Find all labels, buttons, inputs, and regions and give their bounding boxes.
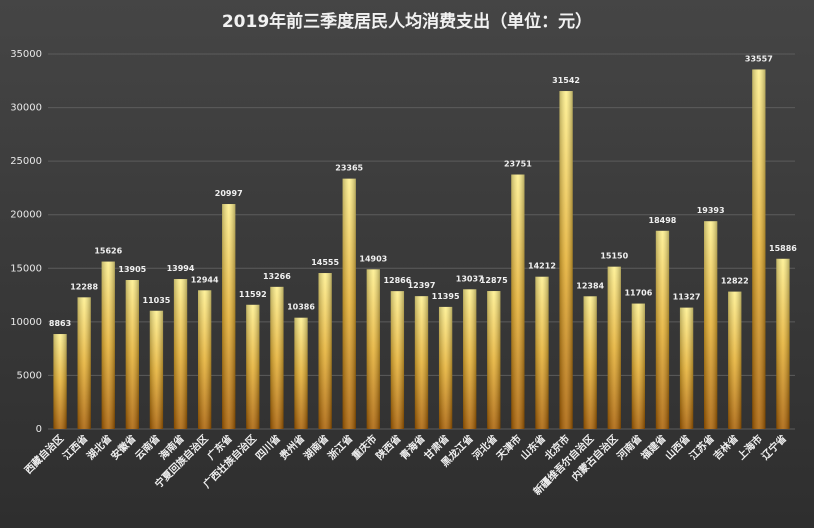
value-label: 12384 (576, 281, 604, 290)
bar-shade (198, 290, 212, 429)
bar-shade (222, 204, 236, 429)
value-label: 14903 (359, 254, 387, 263)
bar-shade (342, 178, 356, 429)
y-tick-label: 20000 (10, 210, 42, 221)
bar-shade (607, 266, 621, 429)
value-label: 15150 (600, 252, 628, 261)
value-label: 11327 (673, 293, 701, 302)
bar-shade (511, 174, 525, 429)
bar-shade (655, 230, 670, 429)
bar-shade (559, 91, 573, 430)
value-label: 14212 (528, 262, 556, 271)
bar-shade (776, 258, 790, 429)
value-label: 13994 (167, 264, 195, 273)
value-label: 31542 (552, 76, 580, 85)
y-tick-label: 30000 (10, 103, 42, 114)
value-label: 18498 (649, 216, 677, 225)
bar-shade (438, 306, 453, 429)
bar-shade (390, 291, 405, 429)
value-label: 12866 (383, 276, 411, 285)
value-label: 20997 (215, 189, 243, 198)
value-label: 23751 (504, 160, 532, 169)
y-tick-label: 35000 (10, 49, 42, 60)
value-label: 12288 (70, 282, 98, 291)
y-tick-label: 5000 (17, 370, 42, 381)
value-label: 12822 (721, 277, 749, 286)
value-label: 12875 (480, 276, 508, 285)
value-label: 23365 (335, 164, 363, 173)
value-label: 13037 (456, 274, 484, 283)
value-label: 8863 (49, 319, 71, 328)
bar-shade (704, 221, 718, 429)
value-label: 10386 (287, 303, 315, 312)
bar-shade (77, 297, 91, 429)
y-tick-label: 0 (36, 424, 42, 435)
value-label: 33557 (745, 54, 773, 63)
bar-shade (487, 291, 501, 429)
bar-shade (173, 279, 188, 429)
bar-shade (101, 261, 115, 429)
value-label: 14555 (311, 258, 339, 267)
bar-shade (752, 69, 766, 429)
value-label: 11706 (624, 289, 652, 298)
y-tick-label: 25000 (10, 156, 42, 167)
value-label: 11035 (143, 296, 171, 305)
chart-title: 2019年前三季度居民人均消费支出（单位：元） (222, 11, 592, 32)
value-label: 15626 (94, 247, 122, 256)
value-label: 11592 (239, 290, 267, 299)
y-tick-label: 10000 (10, 317, 42, 328)
value-label: 12944 (191, 275, 219, 284)
value-label: 13905 (118, 265, 146, 274)
value-label: 15886 (769, 244, 797, 253)
bar-shade (125, 280, 139, 429)
bar-shade (535, 276, 549, 429)
value-label: 12397 (408, 281, 436, 290)
bar-shade (583, 296, 597, 429)
bar-shade (414, 296, 429, 429)
bar-shade (463, 289, 477, 429)
bar-shade (366, 269, 380, 429)
bar-shade (149, 310, 164, 429)
bar-shade (679, 307, 694, 429)
bar-shade (294, 317, 308, 429)
bar-shade (53, 334, 67, 429)
bar-shade (246, 304, 260, 429)
bar-shade (631, 303, 645, 429)
bar-shade (270, 286, 284, 429)
value-label: 13266 (263, 272, 291, 281)
bar-shade (728, 291, 742, 429)
y-tick-label: 15000 (10, 263, 42, 274)
value-label: 19393 (697, 206, 725, 215)
bar-shade (318, 273, 332, 429)
value-label: 11395 (432, 292, 460, 301)
